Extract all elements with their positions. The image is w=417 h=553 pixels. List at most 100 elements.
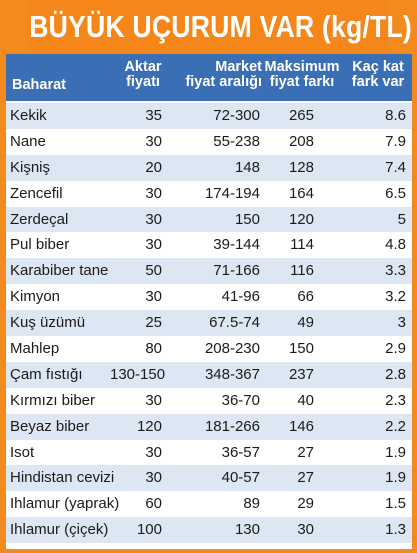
cell-name: Kekik (10, 107, 47, 124)
cell-aktar: 130-150 (110, 365, 166, 383)
table-row: Ihlamur (çiçek) 100 130 30 1.3 (6, 517, 412, 544)
cell-aktar: 120 (136, 417, 162, 435)
cell-market: 89 (243, 495, 260, 513)
cell-aktar: 60 (145, 495, 162, 513)
table-row: Pul biber 30 39-144 114 4.8 (6, 232, 412, 258)
cell-maks: 150 (288, 340, 314, 358)
header-baharat: Baharat (12, 78, 66, 125)
cell-market: 40-57 (221, 469, 260, 487)
cell-kac: 4.8 (385, 236, 406, 254)
cell-market: 55-238 (213, 132, 260, 150)
table-row: Kuş üzümü 25 67.5-74 49 3 (6, 310, 412, 337)
header-aktar-line2: fiyatı (126, 74, 160, 90)
header-baharat-label: Baharat (12, 77, 66, 93)
cell-kac: 3.2 (385, 288, 406, 306)
cell-kac: 6.5 (385, 184, 406, 202)
cell-maks: 30 (297, 521, 314, 539)
table-row: Kişniş 20 148 128 7.4 (6, 154, 412, 181)
header-kac-line1: Kaç kat (352, 59, 404, 75)
cell-kac: 8.6 (385, 107, 406, 124)
header-aktar: Aktar fiyatı (118, 60, 168, 107)
cell-maks: 208 (288, 132, 314, 150)
cell-kac: 1.9 (385, 469, 406, 487)
table-row: Isot 30 36-57 27 1.9 (6, 440, 412, 466)
cell-name: Çam fıstığı (10, 365, 83, 383)
cell-maks: 66 (297, 288, 314, 306)
cell-maks: 116 (290, 262, 314, 280)
cell-aktar: 30 (145, 210, 162, 228)
header-kac: Kaç kat fark var (346, 60, 410, 107)
cell-market: 71-166 (213, 262, 260, 280)
cell-name: Kuş üzümü (10, 314, 86, 332)
header-maks-line1: Maksimum (264, 59, 340, 75)
cell-aktar: 30 (145, 469, 162, 487)
cell-market: 208-230 (204, 340, 260, 358)
table-row: Hindistan cevizi 30 40-57 27 1.9 (6, 465, 412, 492)
cell-name: Ihlamur (çiçek) (10, 521, 109, 539)
cell-market: 41-96 (221, 288, 260, 306)
table-row: Zencefil 30 174-194 164 6.5 (6, 181, 412, 207)
cell-name: Pul biber (10, 236, 70, 254)
header-maks-line2: fiyat farkı (269, 74, 335, 90)
cell-kac: 7.4 (385, 158, 406, 176)
cell-aktar: 20 (145, 158, 162, 176)
table-row: Mahlep 80 208-230 150 2.9 (6, 336, 412, 362)
cell-aktar: 50 (145, 262, 162, 280)
cell-name: Karabiber tane (10, 262, 109, 280)
cell-aktar: 35 (145, 107, 162, 124)
cell-aktar: 30 (145, 443, 162, 461)
cell-kac: 1.5 (385, 495, 406, 513)
table-row: Kimyon 30 41-96 66 3.2 (6, 284, 412, 310)
cell-name: Kırmızı biber (10, 391, 96, 409)
cell-name: Kimyon (10, 288, 61, 306)
cell-aktar: 30 (145, 288, 162, 306)
cell-aktar: 30 (145, 132, 162, 150)
cell-aktar: 30 (145, 236, 162, 254)
cell-maks: 237 (288, 365, 314, 383)
table-row: Ihlamur (yaprak) 60 89 29 1.5 (6, 491, 412, 517)
cell-maks: 49 (297, 314, 314, 332)
cell-kac: 5 (397, 210, 406, 228)
cell-market: 67.5-74 (209, 314, 260, 332)
cell-kac: 2.9 (385, 340, 406, 358)
cell-market: 148 (234, 158, 260, 176)
cell-name: Hindistan cevizi (10, 469, 115, 487)
cell-name: Mahlep (10, 340, 60, 358)
table-row: Karabiber tane 50 71-166 116 3.3 (6, 258, 412, 285)
cell-kac: 2.2 (385, 417, 406, 435)
cell-kac: 1.3 (385, 521, 406, 539)
cell-maks: 27 (297, 469, 314, 487)
cell-name: Ihlamur (yaprak) (10, 495, 120, 513)
table-row: Nane 30 55-238 208 7.9 (6, 129, 412, 155)
cell-name: Nane (10, 132, 46, 150)
cell-market: 181-266 (204, 417, 260, 435)
cell-market: 72-300 (213, 107, 260, 124)
cell-aktar: 80 (145, 340, 162, 358)
cell-maks: 40 (297, 391, 314, 409)
cell-maks: 29 (297, 495, 314, 513)
cell-market: 348-367 (204, 365, 260, 383)
cell-kac: 2.8 (385, 365, 406, 383)
cell-maks: 164 (288, 184, 314, 202)
cell-market: 130 (234, 521, 260, 539)
table-row: Zerdeçal 30 150 120 5 (6, 206, 412, 233)
cell-market: 39-144 (213, 236, 260, 254)
header-market-line2: fiyat aralığı (185, 74, 262, 90)
cell-kac: 3 (397, 314, 406, 332)
table-row: Çam fıstığı 130-150 348-367 237 2.8 (6, 361, 412, 388)
page-title: BÜYÜK UÇURUM VAR (kg/TL) (29, 0, 412, 54)
cell-maks: 128 (288, 158, 314, 176)
cell-aktar: 30 (145, 184, 162, 202)
cell-kac: 2.3 (385, 391, 406, 409)
cell-market: 150 (234, 210, 260, 228)
cell-maks: 120 (288, 210, 314, 228)
price-table: Baharat Aktar fiyatı Market fiyat aralığ… (6, 54, 412, 549)
table-body: Kekik 35 72-300 265 8.6 Nane 30 55-238 208 7.9 K… (6, 103, 412, 544)
header-kac-line2: fark var (351, 74, 405, 90)
cell-name: Beyaz biber (10, 417, 90, 435)
header-market-line1: Market (215, 59, 262, 75)
cell-aktar: 100 (136, 521, 162, 539)
cell-maks: 146 (288, 417, 314, 435)
cell-maks: 114 (290, 236, 314, 254)
header-maks: Maksimum fiyat farkı (260, 60, 344, 107)
